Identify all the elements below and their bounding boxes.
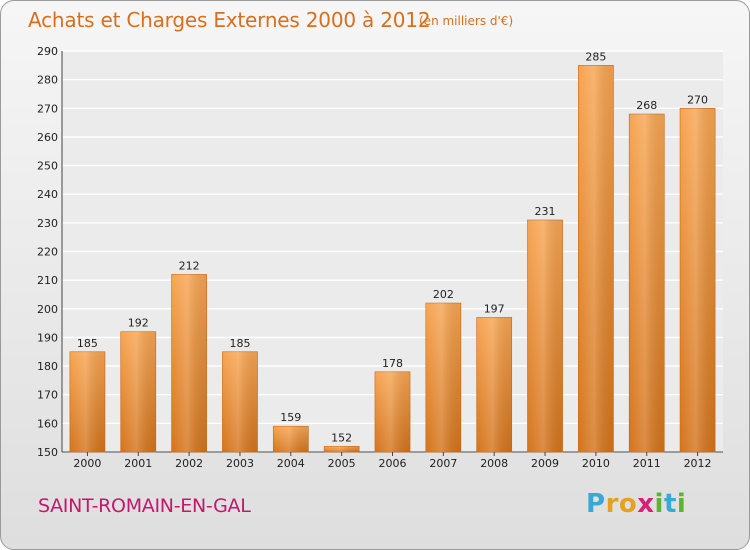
y-tick-label: 230	[37, 217, 58, 230]
logo-letter: P	[586, 489, 606, 519]
data-label: 185	[77, 337, 98, 350]
bar-shine	[69, 351, 105, 452]
data-label: 152	[331, 431, 352, 444]
y-tick-label: 290	[37, 45, 58, 58]
logo-letter: o	[618, 489, 638, 519]
x-tick-label: 2001	[124, 457, 152, 470]
x-tick-label: 2009	[531, 457, 559, 470]
y-tick-label: 210	[37, 274, 58, 287]
y-tick-label: 180	[37, 360, 58, 373]
logo-letter: r	[605, 489, 619, 519]
chart-subtitle: (en milliers d'€)	[419, 14, 514, 28]
logo-letter: i	[676, 489, 687, 519]
bar-shine	[629, 114, 665, 452]
data-label: 285	[585, 50, 606, 63]
y-tick-label: 190	[37, 331, 58, 344]
x-tick-label: 2004	[277, 457, 305, 470]
proxiti-logo: Proxiti	[586, 489, 686, 519]
bar-shine	[374, 371, 411, 452]
y-tick-label: 260	[37, 131, 58, 144]
commune-name: SAINT-ROMAIN-EN-GAL	[38, 495, 251, 517]
y-tick-label: 250	[37, 160, 58, 173]
x-tick-label: 2011	[633, 457, 661, 470]
bar-shine	[527, 219, 563, 452]
x-tick-label: 2005	[328, 457, 356, 470]
x-tick-label: 2010	[582, 457, 610, 470]
data-label: 212	[179, 259, 200, 272]
data-label: 159	[280, 411, 301, 424]
bar-shine	[578, 65, 614, 453]
data-label: 270	[687, 93, 708, 106]
y-tick-label: 200	[37, 303, 58, 316]
y-tick-label: 280	[37, 74, 58, 87]
data-label: 268	[636, 99, 657, 112]
x-tick-label: 2000	[73, 457, 101, 470]
x-tick-label: 2006	[379, 457, 407, 470]
bar-shine	[171, 274, 207, 452]
bar-shine	[273, 426, 309, 452]
bar-shine	[680, 108, 716, 453]
logo-letter: x	[637, 489, 655, 519]
logo-letter: i	[654, 489, 664, 519]
x-tick-label: 2008	[480, 457, 508, 470]
data-label: 178	[382, 357, 403, 370]
bar-shine	[476, 317, 512, 452]
x-tick-label: 2003	[226, 457, 254, 470]
bar-shine	[425, 303, 461, 452]
data-label: 185	[229, 337, 250, 350]
x-tick-label: 2012	[684, 457, 712, 470]
data-label: 197	[484, 302, 505, 315]
chart-title: Achats et Charges Externes 2000 à 2012	[28, 8, 431, 32]
data-label: 202	[433, 288, 454, 301]
logo-letter: t	[663, 489, 677, 519]
y-tick-label: 220	[37, 246, 58, 259]
x-tick-label: 2007	[429, 457, 457, 470]
y-tick-label: 270	[37, 102, 58, 115]
y-tick-label: 150	[37, 446, 58, 459]
bar-shine	[222, 351, 258, 452]
bar-shine	[324, 446, 360, 452]
data-label: 231	[535, 205, 556, 218]
y-tick-label: 170	[37, 389, 58, 402]
y-tick-label: 240	[37, 188, 58, 201]
x-tick-label: 2002	[175, 457, 203, 470]
y-tick-label: 160	[37, 417, 58, 430]
data-label: 192	[128, 317, 149, 330]
bar-shine	[120, 331, 156, 452]
